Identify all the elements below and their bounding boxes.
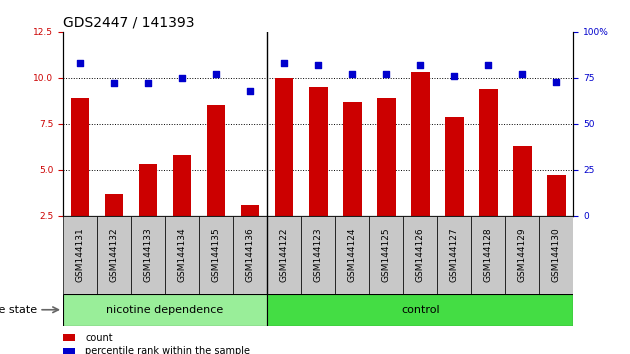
Bar: [403, 216, 437, 294]
Bar: [233, 216, 267, 294]
Text: GSM144128: GSM144128: [484, 228, 493, 282]
Bar: [513, 146, 532, 262]
Bar: [71, 98, 89, 262]
Bar: [377, 98, 396, 262]
Bar: [105, 194, 123, 262]
Text: GDS2447 / 141393: GDS2447 / 141393: [63, 15, 195, 29]
Bar: [301, 216, 335, 294]
Text: GSM144126: GSM144126: [416, 228, 425, 282]
Point: [143, 81, 153, 86]
Bar: [199, 216, 233, 294]
Point: [381, 72, 391, 77]
Bar: [241, 205, 260, 262]
Text: GSM144125: GSM144125: [382, 228, 391, 282]
Point: [449, 73, 459, 79]
Bar: [445, 116, 464, 262]
Text: count: count: [86, 333, 113, 343]
Bar: [131, 216, 165, 294]
Bar: [411, 72, 430, 262]
Bar: [343, 102, 362, 262]
Bar: [63, 216, 97, 294]
Text: GSM144132: GSM144132: [110, 228, 118, 282]
Bar: [275, 78, 294, 262]
Bar: [97, 216, 131, 294]
Bar: [173, 155, 192, 262]
Bar: [437, 216, 471, 294]
Bar: [63, 294, 267, 326]
Text: GSM144122: GSM144122: [280, 228, 289, 282]
Point: [75, 60, 85, 66]
Bar: [207, 105, 226, 262]
Point: [347, 72, 357, 77]
Bar: [539, 216, 573, 294]
Bar: [505, 216, 539, 294]
Point: [177, 75, 187, 81]
Bar: [267, 294, 573, 326]
Point: [313, 62, 323, 68]
Text: GSM144123: GSM144123: [314, 228, 323, 282]
Bar: [139, 164, 158, 262]
Text: GSM144136: GSM144136: [246, 228, 255, 282]
Text: GSM144134: GSM144134: [178, 228, 186, 282]
Bar: [471, 216, 505, 294]
Point: [517, 72, 527, 77]
Text: nicotine dependence: nicotine dependence: [106, 305, 224, 315]
Bar: [369, 216, 403, 294]
Point: [211, 72, 221, 77]
Point: [109, 81, 119, 86]
Bar: [63, 348, 75, 354]
Bar: [63, 334, 75, 341]
Text: GSM144135: GSM144135: [212, 228, 220, 282]
Text: percentile rank within the sample: percentile rank within the sample: [86, 346, 251, 354]
Bar: [309, 87, 328, 262]
Text: GSM144127: GSM144127: [450, 228, 459, 282]
Point: [415, 62, 425, 68]
Bar: [547, 176, 566, 262]
Text: GSM144124: GSM144124: [348, 228, 357, 282]
Point: [245, 88, 255, 93]
Text: GSM144133: GSM144133: [144, 228, 152, 282]
Bar: [335, 216, 369, 294]
Text: GSM144129: GSM144129: [518, 228, 527, 282]
Point: [279, 60, 289, 66]
Text: GSM144130: GSM144130: [552, 228, 561, 282]
Point: [483, 62, 493, 68]
Text: control: control: [401, 305, 440, 315]
Point: [551, 79, 561, 84]
Text: GSM144131: GSM144131: [76, 228, 84, 282]
Bar: [267, 216, 301, 294]
Text: disease state: disease state: [0, 305, 38, 315]
Bar: [479, 89, 498, 262]
Bar: [165, 216, 199, 294]
